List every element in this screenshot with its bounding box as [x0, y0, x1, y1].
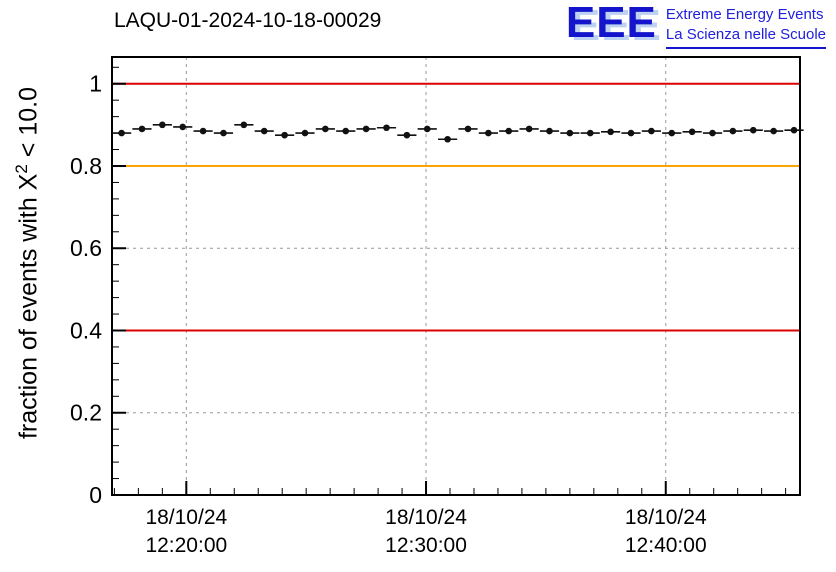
- data-point: [159, 121, 166, 129]
- eee-logo-acronym: EEE: [565, 0, 657, 47]
- data-point: [118, 129, 125, 137]
- x-tick-label-time: 12:40:00: [625, 534, 707, 557]
- data-point: [729, 127, 737, 135]
- y-tick-label: 0.8: [70, 153, 102, 179]
- data-point: [688, 128, 696, 136]
- data-point: [586, 129, 594, 137]
- eee-logo-line1: Extreme Energy Events: [665, 6, 824, 23]
- data-point: [240, 121, 248, 129]
- eee-logo-line2: La Scienza nelle Scuole: [665, 25, 826, 43]
- reference-lines: [112, 82, 800, 332]
- y-tick-label: 0.2: [70, 400, 102, 426]
- data-point: [260, 127, 268, 135]
- data-point: [138, 125, 146, 133]
- y-tick-label: 0.4: [70, 317, 102, 343]
- axis-ticks: [112, 66, 787, 496]
- data-point: [525, 125, 533, 133]
- chart-title: LAQU-01-2024-10-18-00029: [114, 9, 382, 32]
- data-point: [709, 129, 716, 137]
- data-point: [546, 127, 553, 135]
- data-point: [322, 125, 329, 133]
- gridlines: [112, 57, 800, 495]
- data-point: [444, 135, 451, 143]
- data-point: [179, 123, 187, 131]
- data-point: [342, 127, 350, 135]
- x-tick-label-date: 18/10/24: [385, 506, 467, 529]
- y-axis-label: fraction of events with X2 < 10.0: [12, 34, 43, 492]
- data-point: [770, 127, 777, 135]
- data-point: [362, 125, 370, 133]
- data-point: [627, 129, 635, 137]
- y-tick-label: 0.6: [70, 235, 102, 261]
- data-point: [199, 127, 207, 135]
- x-tick-label-time: 12:20:00: [145, 534, 227, 557]
- data-point: [383, 124, 390, 132]
- data-series: [112, 121, 804, 143]
- data-point: [281, 131, 288, 139]
- axis-tick-labels: 0 0.2 0.4 0.6 0.8 1 18/10/24 12:20:00 18/10/24 12…: [70, 71, 707, 557]
- data-point: [485, 129, 492, 137]
- y-tick-label: 1: [89, 71, 102, 97]
- y-tick-label: 0: [89, 482, 102, 508]
- data-point: [301, 129, 309, 137]
- x-tick-label-time: 12:30:00: [385, 534, 467, 557]
- data-point: [403, 131, 411, 139]
- y-axis-label-prefix: fraction of events with X: [14, 173, 43, 440]
- data-point: [790, 126, 798, 134]
- data-point: [749, 126, 757, 134]
- y-axis-label-suffix: < 10.0: [14, 86, 43, 165]
- y-axis-label-sup: 2: [12, 164, 31, 174]
- x-tick-label-date: 18/10/24: [625, 506, 707, 529]
- eee-logo-subtitle: Extreme Energy Events La Scienza nelle S…: [665, 3, 826, 49]
- data-point: [566, 129, 574, 137]
- data-point: [505, 127, 513, 135]
- eee-logo: EEE Extreme Energy Events La Scienza nel…: [565, 0, 826, 49]
- data-point: [423, 125, 431, 133]
- data-point: [220, 129, 227, 137]
- data-point: [648, 127, 655, 135]
- data-point: [464, 125, 472, 133]
- x-tick-label-date: 18/10/24: [145, 506, 227, 529]
- plot-frame: [111, 56, 801, 496]
- data-point: [668, 129, 676, 137]
- data-point: [607, 128, 614, 136]
